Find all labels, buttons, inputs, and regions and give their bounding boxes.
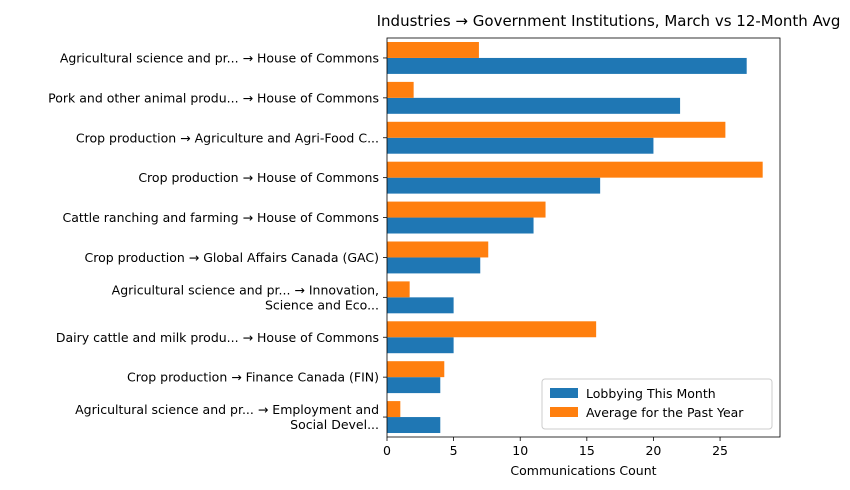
y-tick-label: Social Devel...: [290, 417, 379, 432]
bar-this-month-1: [387, 97, 681, 114]
bar-this-month-0: [387, 57, 747, 74]
y-tick-label: Agricultural science and pr... → Innovat…: [112, 282, 379, 297]
x-tick-label: 15: [579, 443, 595, 458]
legend-label: Average for the Past Year: [586, 405, 744, 420]
bar-past-year-avg-3: [387, 161, 763, 178]
bar-this-month-6: [387, 297, 454, 314]
x-tick-label: 10: [512, 443, 528, 458]
legend-swatch: [550, 407, 578, 417]
bar-this-month-7: [387, 337, 454, 354]
bar-past-year-avg-0: [387, 41, 479, 58]
bar-past-year-avg-4: [387, 201, 546, 218]
y-tick-label: Agricultural science and pr... → House o…: [60, 50, 379, 65]
x-tick-label: 20: [645, 443, 661, 458]
bar-this-month-3: [387, 177, 601, 194]
bar-this-month-5: [387, 257, 481, 274]
y-tick-label: Crop production → Agriculture and Agri-F…: [76, 130, 379, 145]
y-tick-label: Crop production → Finance Canada (FIN): [127, 370, 379, 385]
y-tick-label: Crop production → House of Commons: [138, 170, 379, 185]
bar-this-month-2: [387, 137, 654, 154]
legend-label: Lobbying This Month: [586, 386, 716, 401]
bar-past-year-avg-9: [387, 401, 401, 418]
x-tick-label: 5: [450, 443, 458, 458]
y-tick-label: Agricultural science and pr... → Employm…: [75, 402, 379, 417]
y-tick-label: Crop production → Global Affairs Canada …: [85, 250, 380, 265]
x-axis-label: Communications Count: [510, 463, 656, 478]
y-tick-label: Pork and other animal produ... → House o…: [48, 90, 379, 105]
bar-this-month-4: [387, 217, 534, 234]
bar-past-year-avg-6: [387, 281, 410, 298]
bar-past-year-avg-2: [387, 121, 726, 138]
chart-title: Industries → Government Institutions, Ma…: [377, 12, 841, 30]
y-tick-label: Science and Eco...: [265, 297, 379, 312]
x-tick-label: 0: [383, 443, 391, 458]
bar-this-month-9: [387, 417, 441, 434]
legend: [541, 378, 773, 430]
y-tick-label: Dairy cattle and milk produ... → House o…: [56, 330, 379, 345]
legend-swatch: [550, 388, 578, 398]
y-tick-label: Cattle ranching and farming → House of C…: [62, 210, 379, 225]
x-tick-label: 25: [712, 443, 728, 458]
bar-past-year-avg-5: [387, 241, 489, 258]
bar-past-year-avg-7: [387, 321, 597, 338]
bar-past-year-avg-1: [387, 81, 414, 98]
bar-past-year-avg-8: [387, 361, 445, 378]
bar-this-month-8: [387, 377, 441, 394]
plot-frame: [386, 37, 781, 438]
